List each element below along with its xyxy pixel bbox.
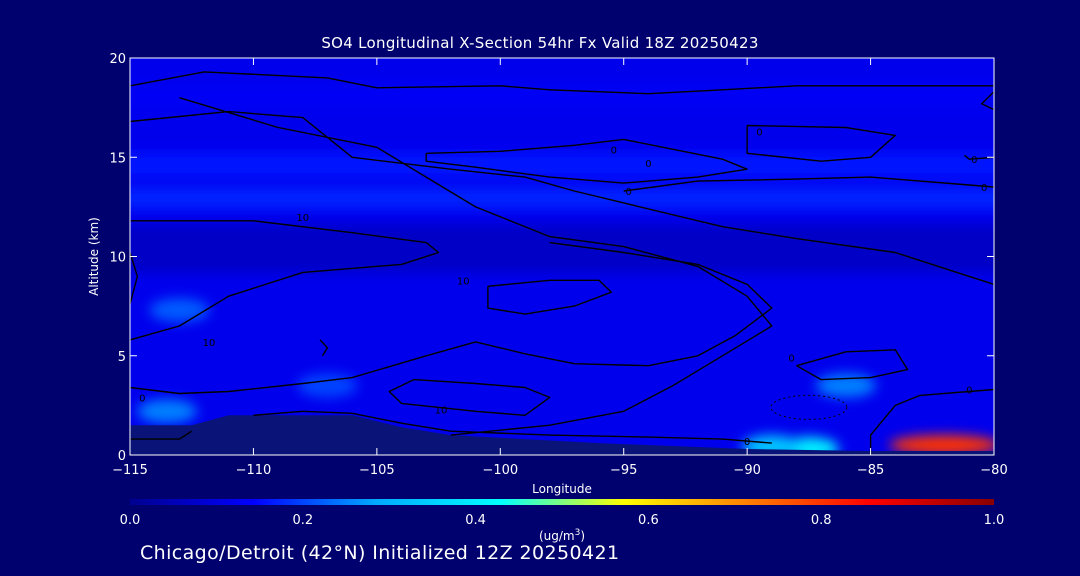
- colorbar-tick-label: 0.8: [811, 513, 832, 528]
- terrain: [130, 415, 994, 455]
- contour-line-dashed: [770, 394, 848, 420]
- contour-label-12: 0: [966, 385, 972, 396]
- x-axis-label: Longitude: [532, 482, 592, 496]
- contour-line-1: [130, 110, 994, 285]
- y-tick-label: 0: [118, 449, 126, 464]
- field-feature-0: [889, 435, 994, 455]
- x-tick-label: −115: [112, 463, 148, 478]
- contour-label-1: 10: [457, 276, 470, 287]
- contour-label-7: 0: [625, 187, 631, 198]
- x-tick-label: −90: [733, 463, 760, 478]
- colorbar: 0.0 0.2 0.4 0.6 0.8 1.0 (ug/m3): [120, 499, 1005, 543]
- contour-line-7: [253, 410, 772, 444]
- contour-label-10: 0: [981, 183, 987, 194]
- heatmap-field: [130, 58, 994, 455]
- contour-line-10: [623, 176, 994, 192]
- contour-line-4: [130, 241, 773, 395]
- y-tick-label: 5: [118, 350, 126, 365]
- x-tick-label: −110: [236, 463, 272, 478]
- contour-label-6: 0: [645, 159, 651, 170]
- colorbar-tick-label: 0.0: [120, 513, 141, 528]
- field-feature-6: [297, 373, 358, 398]
- contour-label-4: 0: [139, 393, 145, 404]
- x-tick-label: −85: [857, 463, 884, 478]
- contour-line-0: [130, 71, 994, 95]
- initialization-caption: Chicago/Detroit (42°N) Initialized 12Z 2…: [140, 542, 620, 564]
- contour-lines: [130, 71, 994, 455]
- contour-line-9: [746, 124, 896, 162]
- contour-line-11: [981, 91, 994, 111]
- colorbar-gradient: [130, 499, 994, 505]
- contour-label-8: 0: [756, 127, 762, 138]
- contour-label-9: 0: [971, 155, 977, 166]
- contour-label-5: 0: [611, 145, 617, 156]
- contour-line-5: [487, 279, 613, 315]
- contour-line-6: [388, 378, 551, 416]
- y-tick-label: 20: [109, 52, 126, 67]
- contour-line-13: [796, 349, 909, 381]
- contour-line-15: [130, 430, 193, 440]
- x-tick-label: −100: [482, 463, 518, 478]
- x-tick-label: −105: [359, 463, 395, 478]
- colorbar-tick-label: 0.6: [638, 513, 659, 528]
- contour-line-2: [179, 97, 773, 436]
- field-layer-0: [130, 85, 994, 108]
- contour-line-17: [130, 252, 139, 305]
- field-feature-4: [149, 298, 210, 323]
- contour-labels: 10 10 10 10 0 0 0 0 0 0 0 0 0 0: [139, 127, 987, 448]
- field-layer-3: [130, 224, 994, 273]
- contour-line-12: [963, 154, 994, 160]
- chart-title: SO4 Longitudinal X-Section 54hr Fx Valid…: [321, 34, 759, 52]
- contour-label-11: 0: [788, 354, 794, 365]
- contour-line-16: [319, 339, 329, 357]
- x-tick-label: −95: [610, 463, 637, 478]
- x-tick-label: −80: [980, 463, 1007, 478]
- y-tick-label: 15: [109, 151, 126, 166]
- contour-label-13: 0: [744, 437, 750, 448]
- axes: −115 −110 −105 −100 −95 −90 −85 −80 0 5 10 15 20 Long…: [87, 52, 1008, 496]
- field-feature-5: [137, 399, 198, 424]
- y-tick-label: 10: [109, 251, 126, 266]
- colorbar-tick-label: 0.4: [465, 513, 486, 528]
- contour-label-2: 10: [203, 338, 216, 349]
- contour-line-8: [425, 138, 748, 184]
- colorbar-tick-label: 0.2: [292, 513, 313, 528]
- contour-line-3: [130, 220, 440, 341]
- field-layer-1: [130, 153, 994, 178]
- contour-label-0: 10: [296, 213, 309, 224]
- contour-line-14: [869, 388, 994, 455]
- contour-label-3: 10: [435, 405, 448, 416]
- colorbar-label: (ug/m3): [539, 528, 585, 543]
- field-layer-2: [130, 187, 994, 209]
- y-axis-label: Altitude (km): [87, 217, 101, 296]
- colorbar-tick-label: 1.0: [984, 513, 1005, 528]
